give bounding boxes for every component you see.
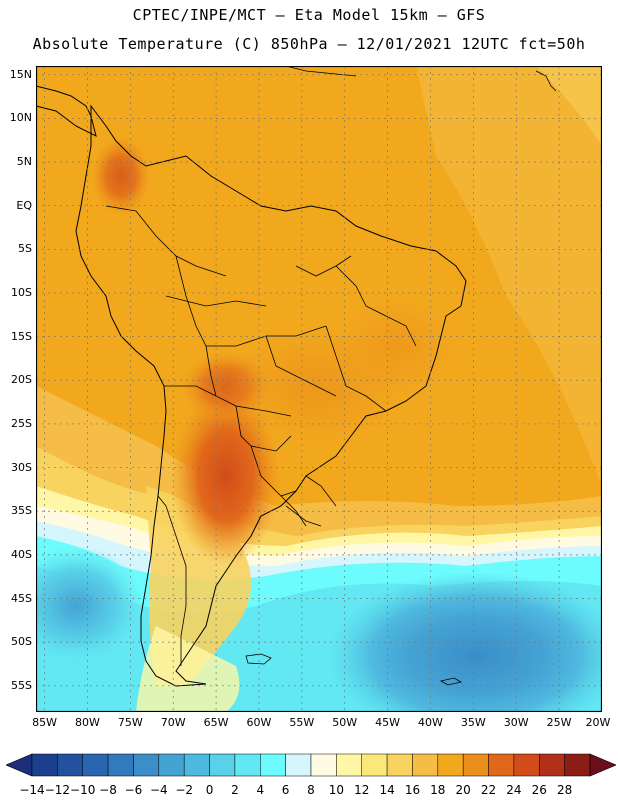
colorbar-label: 4 <box>256 783 265 797</box>
colorbar-swatch <box>412 753 439 777</box>
lat-label: 50S <box>11 635 32 649</box>
lon-label: 45W <box>375 716 401 729</box>
field-ne-16 <box>416 66 602 486</box>
colorbar-swatch <box>539 753 565 777</box>
colorbar-label: 0 <box>205 783 214 797</box>
lon-label: 60W <box>246 716 272 729</box>
country-borders <box>105 205 417 666</box>
colorbar-label: 16 <box>404 783 421 797</box>
field-cold-core-west <box>36 546 146 666</box>
colorbar-swatch <box>285 753 312 777</box>
colorbar-swatch <box>107 753 134 777</box>
colorbar-swatch <box>564 753 591 777</box>
colorbar-label: 22 <box>480 783 497 797</box>
map-border <box>36 66 602 712</box>
lon-label: 85W <box>32 716 57 729</box>
colorbar-label: −10 <box>70 783 96 797</box>
lon-label: 30W <box>503 716 529 729</box>
colorbar-label: −6 <box>124 783 143 797</box>
lat-label: 5N <box>16 155 32 169</box>
colorbar-swatch <box>82 753 109 777</box>
colorbar-label: 20 <box>455 783 471 797</box>
lat-label: 25S <box>11 416 32 430</box>
field-ne-14 <box>536 66 602 146</box>
central-america-outline <box>36 85 97 137</box>
colorbar-swatch <box>361 753 388 777</box>
colorbar-swatch <box>260 753 286 777</box>
colorbar-label: −14 <box>19 783 45 797</box>
lat-label: 45S <box>11 591 32 605</box>
map-subtitle: Absolute Temperature (C) 850hPa – 12/01/… <box>32 35 586 53</box>
south-america-outline <box>75 104 467 687</box>
colorbar <box>5 752 617 778</box>
lat-label: 15N <box>9 67 32 81</box>
colorbar-label: 18 <box>430 783 446 797</box>
caribbean-islands-outline <box>285 66 557 92</box>
lon-label: 40W <box>418 716 443 729</box>
colorbar-label: 10 <box>328 783 344 797</box>
lat-label: 10N <box>9 111 32 125</box>
lon-label: 75W <box>117 716 143 729</box>
colorbar-swatch <box>488 753 515 777</box>
lat-label: 35S <box>11 504 32 518</box>
lat-label: 15S <box>11 329 32 343</box>
colorbar-over-arrow <box>589 753 617 777</box>
colorbar-label: 24 <box>506 783 522 797</box>
colorbar-label: −2 <box>175 783 194 797</box>
field-warm-colombia <box>91 136 151 216</box>
field-patagonia-mild <box>136 626 240 712</box>
colorbar-label: −4 <box>149 783 168 797</box>
lat-label: 30S <box>11 460 32 474</box>
colorbar-label: 6 <box>281 783 290 797</box>
colorbar-swatch <box>158 753 185 777</box>
colorbar-swatch <box>513 753 540 777</box>
colorbar-swatch <box>57 753 83 777</box>
colorbar-under-arrow <box>5 753 33 777</box>
colorbar-swatch <box>133 753 160 777</box>
colorbar-swatch <box>336 753 362 777</box>
lat-label: 5S <box>18 242 32 256</box>
lon-label: 50W <box>332 716 358 729</box>
lon-label: 25W <box>546 716 572 729</box>
lat-label: 55S <box>11 678 32 692</box>
field-cold-core-east <box>326 571 602 712</box>
colorbar-label: −8 <box>99 783 117 797</box>
lon-label: 55W <box>289 716 315 729</box>
lon-label: 80W <box>75 716 100 729</box>
field-hot-chaco <box>171 386 281 566</box>
south-georgia-outline <box>439 677 463 686</box>
lat-label: 20S <box>11 373 32 387</box>
colorbar-swatch <box>462 753 489 777</box>
lon-label: 70W <box>160 716 186 729</box>
lat-label: EQ <box>16 198 32 212</box>
lon-label: 65W <box>203 716 229 729</box>
field-warm-east <box>336 296 456 396</box>
colorbar-swatch <box>437 753 464 777</box>
colorbar-label: 2 <box>231 783 239 797</box>
colorbar-swatch <box>310 753 337 777</box>
colorbar-label: 8 <box>307 783 315 797</box>
lon-label: 35W <box>460 716 486 729</box>
colorbar-label: 28 <box>556 783 573 797</box>
colorbar-label: 12 <box>354 783 370 797</box>
colorbar-swatch <box>386 753 413 777</box>
colorbar-label: 26 <box>531 783 547 797</box>
colorbar-swatch <box>234 753 261 777</box>
lat-label: 10S <box>11 285 32 299</box>
colorbar-label: 14 <box>379 783 395 797</box>
map-title: CPTEC/INPE/MCT – Eta Model 15km – GFS <box>132 6 486 24</box>
colorbar-swatch <box>183 753 210 777</box>
colorbar-label: −12 <box>44 783 71 797</box>
falklands-outline <box>245 653 272 665</box>
lat-label: 40S <box>11 547 32 561</box>
temperature-map <box>36 66 602 712</box>
colorbar-swatch <box>31 753 58 777</box>
graticule <box>36 66 602 712</box>
lon-label: 20W <box>585 716 611 729</box>
colorbar-swatch <box>209 753 236 777</box>
